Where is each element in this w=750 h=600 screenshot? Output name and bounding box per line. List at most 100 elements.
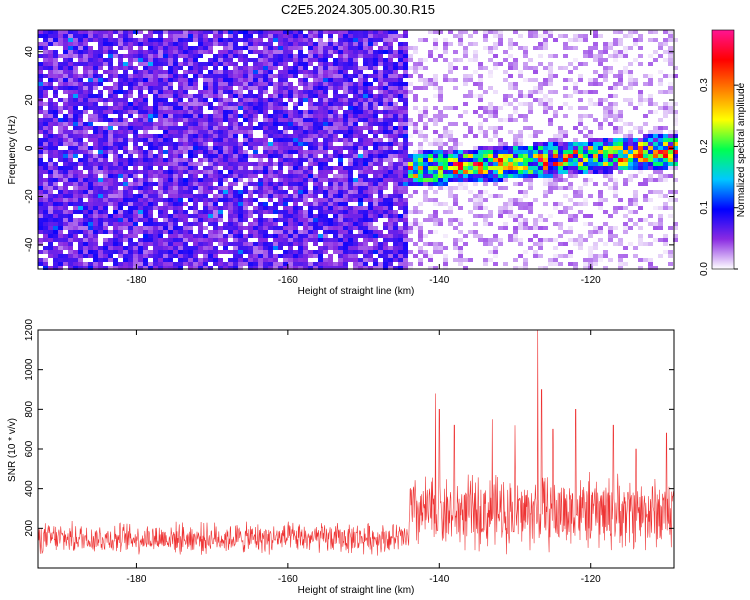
spectrogram-cell — [628, 162, 633, 166]
spectrogram-cell — [213, 138, 218, 142]
spectrogram-cell — [278, 74, 283, 78]
spectrogram-cell — [483, 198, 488, 202]
spectrogram-cell — [468, 230, 473, 234]
spectrogram-cell — [288, 126, 293, 130]
spectrogram-cell — [298, 218, 303, 222]
spectrogram-cell — [98, 142, 103, 146]
spectrogram-cell — [548, 154, 553, 158]
spectrogram-cell — [48, 58, 53, 62]
spectrogram-cell — [273, 102, 278, 106]
spectrogram-cell — [293, 34, 298, 38]
spectrogram-cell — [263, 226, 268, 230]
spectrogram-cell — [178, 118, 183, 122]
spectrogram-cell — [373, 50, 378, 54]
spectrogram-cell — [93, 174, 98, 178]
spectrogram-cell — [443, 134, 448, 138]
spectrogram-cell — [223, 238, 228, 242]
spectrogram-cell — [233, 74, 238, 78]
spectrogram-cell — [178, 110, 183, 114]
spectrogram-cell — [468, 94, 473, 98]
spectrogram-cell — [243, 98, 248, 102]
spectrogram-cell — [373, 30, 378, 34]
spectrogram-cell — [118, 218, 123, 222]
spectrogram-cell — [363, 30, 368, 34]
spectrogram-cell — [278, 102, 283, 106]
spectrogram-cell — [58, 82, 63, 86]
spectrogram-cell — [668, 190, 673, 194]
spectrogram-cell — [313, 194, 318, 198]
spectrogram-cell — [198, 106, 203, 110]
spectrogram-cell — [638, 138, 643, 142]
spectrogram-cell — [493, 150, 498, 154]
spectrogram-cell — [663, 114, 668, 118]
spectrogram-cell — [123, 94, 128, 98]
spectrogram-cell — [208, 106, 213, 110]
spectrogram-cell — [593, 150, 598, 154]
spectrogram-cell — [238, 90, 243, 94]
spectrogram-cell — [533, 154, 538, 158]
spectrogram-cell — [328, 34, 333, 38]
spectrogram-cell — [373, 230, 378, 234]
spectrogram-cell — [83, 106, 88, 110]
spectrogram-cell — [278, 58, 283, 62]
spectrogram-cell — [423, 218, 428, 222]
spectrogram-cell — [298, 34, 303, 38]
spectrogram-cell — [633, 222, 638, 226]
spectrogram-cell — [153, 98, 158, 102]
spectrogram-cell — [43, 74, 48, 78]
spectrogram-cell — [638, 126, 643, 130]
spectrogram-cell — [123, 74, 128, 78]
spectrogram-cell — [128, 90, 133, 94]
spectrogram-cell — [318, 182, 323, 186]
spectrogram-cell — [123, 102, 128, 106]
spectrogram-cell — [288, 70, 293, 74]
spectrogram-cell — [388, 34, 393, 38]
spectrogram-cell — [553, 238, 558, 242]
spectrogram-cell — [158, 54, 163, 58]
spectrogram-cell — [318, 110, 323, 114]
spectrogram-cell — [558, 178, 563, 182]
spectrogram-cell — [158, 198, 163, 202]
spectrogram-cell — [68, 98, 73, 102]
spectrogram-cell — [548, 170, 553, 174]
spectrogram-cell — [343, 54, 348, 58]
spectrogram-cell — [433, 242, 438, 246]
spectrogram-cell — [293, 106, 298, 110]
spectrogram-cell — [178, 66, 183, 70]
spectrogram-cell — [63, 78, 68, 82]
spectrogram-cell — [208, 118, 213, 122]
spectrogram-cell — [138, 58, 143, 62]
spectrogram-cell — [248, 66, 253, 70]
spectrogram-cell — [288, 182, 293, 186]
spectrogram-cell — [458, 142, 463, 146]
spectrogram-cell — [173, 30, 178, 34]
spectrogram-cell — [168, 154, 173, 158]
spectrogram-cell — [293, 70, 298, 74]
spectrogram-cell — [208, 230, 213, 234]
spectrogram-cell — [373, 158, 378, 162]
spectrogram-cell — [673, 238, 678, 242]
spectrogram-cell — [618, 170, 623, 174]
spectrogram-cell — [243, 150, 248, 154]
spectrogram-cell — [293, 242, 298, 246]
spectrogram-cell — [528, 126, 533, 130]
spectrogram-cell — [48, 114, 53, 118]
spectrogram-cell — [163, 82, 168, 86]
spectrogram-cell — [58, 54, 63, 58]
spectrogram-cell — [323, 150, 328, 154]
spectrogram-cell — [403, 214, 408, 218]
spectrogram-cell — [188, 118, 193, 122]
spectrogram-cell — [113, 238, 118, 242]
spectrogram-cell — [83, 186, 88, 190]
spectrogram-cell — [228, 130, 233, 134]
spectrogram-cell — [373, 78, 378, 82]
spectrogram-cell — [98, 30, 103, 34]
spectrogram-cell — [548, 138, 553, 142]
spectrogram-cell — [263, 138, 268, 142]
spectrogram-cell — [403, 54, 408, 58]
spectrogram-cell — [148, 154, 153, 158]
spectrogram-cell — [498, 42, 503, 46]
spectrogram-cell — [403, 178, 408, 182]
spectrogram-cell — [83, 50, 88, 54]
spectrogram-cell — [73, 178, 78, 182]
